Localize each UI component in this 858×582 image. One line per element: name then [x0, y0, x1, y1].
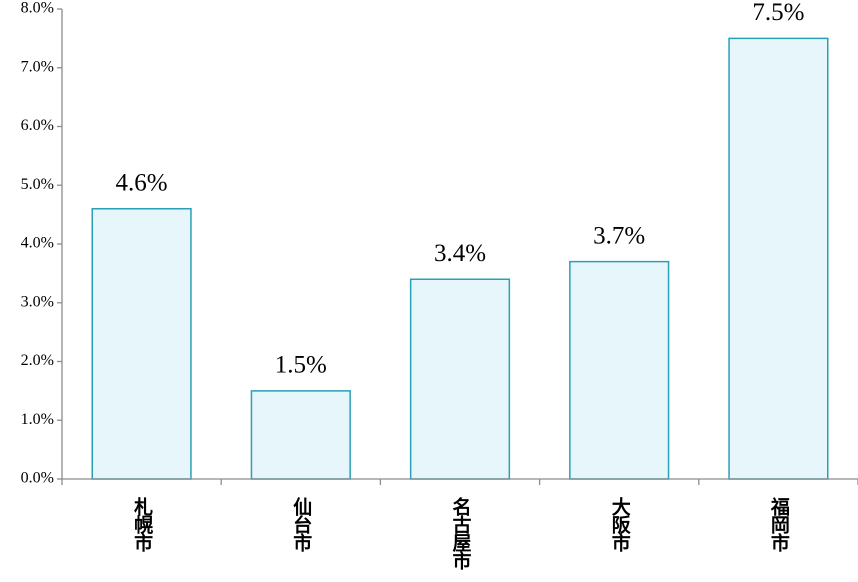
- bar: [91, 208, 192, 480]
- y-tick-label: 8.0%: [21, 0, 54, 17]
- x-tick-label: 仙台市: [290, 496, 312, 553]
- x-tick-label: 札幌市: [131, 496, 154, 553]
- bar: [250, 390, 351, 480]
- value-label: 1.5%: [275, 352, 327, 379]
- bar: [569, 260, 670, 480]
- y-tick-label: 5.0%: [21, 176, 54, 193]
- bar: [409, 278, 511, 480]
- x-tick-label: 名古屋市: [450, 496, 472, 571]
- y-tick-label: 2.0%: [21, 352, 54, 369]
- y-tick-label: 0.0%: [21, 470, 54, 487]
- value-label: 3.7%: [593, 222, 645, 249]
- y-tick-label: 3.0%: [21, 293, 54, 310]
- y-tick-label: 6.0%: [21, 117, 54, 134]
- x-tick-label: 大阪市: [609, 496, 631, 553]
- value-label: 3.4%: [434, 240, 486, 267]
- value-label: 4.6%: [116, 169, 168, 196]
- value-label: 7.5%: [752, 0, 804, 26]
- x-tick-label: 福岡市: [768, 496, 791, 553]
- y-tick-label: 7.0%: [21, 58, 54, 75]
- y-tick-label: 1.0%: [21, 411, 54, 428]
- y-tick-label: 4.0%: [21, 235, 54, 252]
- bar: [728, 37, 829, 480]
